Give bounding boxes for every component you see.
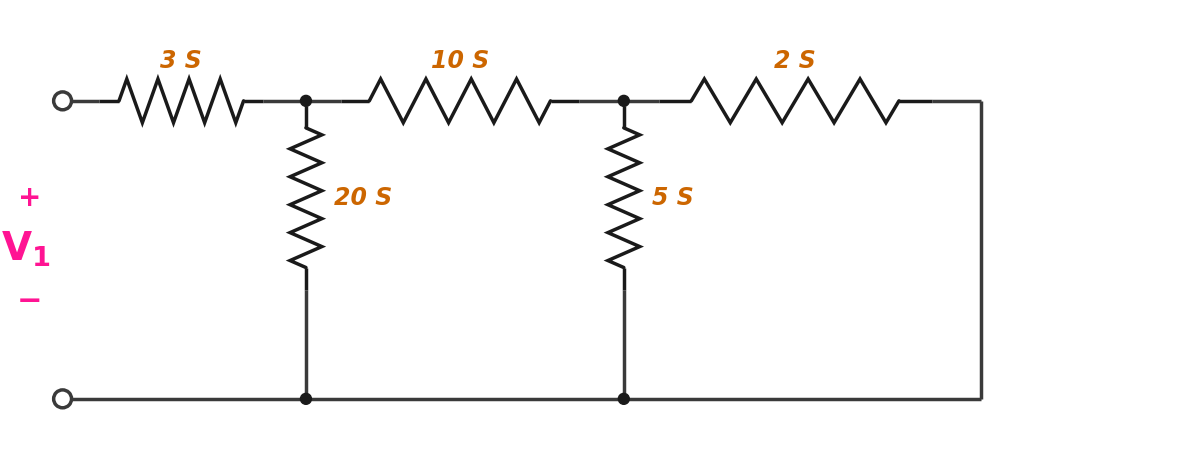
Text: 5 S: 5 S [652, 186, 693, 210]
Circle shape [618, 394, 629, 404]
Text: 2 S: 2 S [774, 49, 816, 73]
Text: −: − [17, 287, 43, 316]
Text: 10 S: 10 S [430, 49, 489, 73]
Circle shape [618, 96, 629, 106]
Text: $\mathbf{V_1}$: $\mathbf{V_1}$ [1, 230, 51, 269]
Text: 3 S: 3 S [161, 49, 202, 73]
Circle shape [301, 96, 312, 106]
Text: +: + [18, 184, 42, 212]
Text: 20 S: 20 S [334, 186, 392, 210]
Circle shape [301, 394, 312, 404]
